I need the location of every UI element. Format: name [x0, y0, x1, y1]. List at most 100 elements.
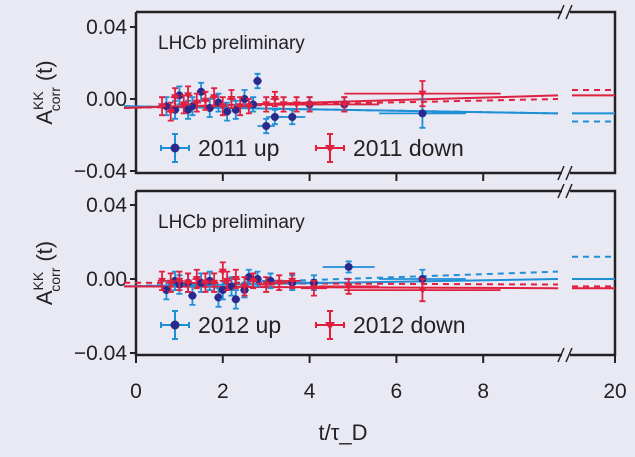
marker-circle	[188, 291, 197, 300]
marker-triangle	[236, 103, 245, 111]
data-point	[170, 87, 180, 108]
marker-triangle	[218, 103, 227, 111]
marker-triangle	[175, 277, 184, 285]
data-point	[244, 98, 254, 115]
marker-triangle	[158, 277, 167, 285]
data-point	[253, 72, 262, 90]
marker-triangle	[249, 277, 258, 285]
legend-marker-triangle	[325, 145, 335, 153]
y-tick-label: −0.04	[74, 342, 127, 365]
data-point	[188, 285, 197, 306]
marker-triangle	[201, 97, 210, 105]
marker-circle	[253, 77, 262, 85]
panel-2: 0.04 0.00 −0.040 2 4 6 8 20 LHCb preliminary 2012…	[30, 183, 627, 403]
annotation-text: LHCb preliminary	[158, 33, 305, 54]
axis-break-mark	[557, 347, 573, 363]
y-tick-label: 0.00	[86, 268, 127, 291]
marker-circle	[344, 262, 353, 271]
data-point	[322, 260, 375, 274]
marker-triangle	[227, 96, 236, 103]
legend-marker-circle	[170, 143, 180, 153]
marker-triangle	[288, 277, 297, 285]
legend-item: 2011 up	[160, 133, 279, 163]
data-point	[218, 261, 228, 282]
data-point	[231, 268, 241, 290]
data-point	[183, 272, 193, 293]
marker-triangle	[309, 285, 318, 293]
marker-circle	[205, 104, 214, 112]
data-point	[157, 96, 167, 117]
marker-circle	[270, 113, 279, 121]
marker-triangle	[344, 283, 353, 291]
data-point	[209, 272, 219, 293]
data-point	[309, 96, 380, 113]
y-axis-label: AKKcorr(t)	[30, 241, 63, 305]
panel-1: 0.04 0.00 −0.04 LHCb preliminary 2011 up 2011…	[30, 4, 617, 183]
axis-break-mark	[557, 165, 573, 181]
legend-label: 2012 down	[353, 312, 466, 338]
marker-triangle	[166, 279, 175, 287]
marker-triangle	[210, 279, 219, 287]
marker-circle	[218, 286, 227, 295]
legend-marker-circle	[170, 320, 180, 330]
data-point	[209, 87, 219, 108]
axis-break-mark	[557, 4, 573, 20]
y-tick-label: 0.00	[86, 88, 127, 111]
data-point	[344, 80, 501, 108]
data-point	[300, 279, 327, 297]
marker-triangle	[166, 108, 175, 116]
marker-circle	[223, 107, 232, 116]
data-point	[218, 96, 228, 117]
data-point	[270, 274, 288, 291]
marker-triangle	[418, 287, 427, 295]
marker-triangle	[201, 279, 210, 287]
legend-item: 2011 down	[315, 133, 464, 163]
x-tick-label: 2	[217, 380, 229, 403]
marker-triangle	[270, 96, 279, 103]
marker-triangle	[184, 92, 193, 100]
data-point	[318, 278, 380, 295]
x-tick-label: 4	[304, 380, 316, 403]
data-point	[179, 94, 189, 115]
data-point	[183, 85, 193, 106]
legend-marker-triangle	[325, 322, 335, 330]
y-axis-label: AKKcorr(t)	[30, 60, 63, 124]
legend-item: 2012 up	[160, 310, 281, 340]
x-tick-label: 8	[477, 380, 489, 403]
marker-triangle	[210, 94, 219, 102]
data-point	[257, 276, 275, 293]
data-point	[222, 270, 232, 291]
marker-triangle	[262, 101, 271, 109]
x-axis-label: t/τ_D	[318, 420, 367, 445]
legend-label: 2011 down	[353, 135, 464, 161]
data-point	[218, 279, 228, 301]
data-point	[344, 278, 501, 303]
data-point	[248, 272, 258, 290]
data-point	[257, 117, 275, 135]
data-point	[222, 101, 232, 122]
marker-triangle	[192, 276, 201, 283]
data-point	[261, 96, 271, 113]
marker-triangle	[231, 276, 240, 283]
marker-circle	[227, 282, 236, 291]
marker-triangle	[171, 94, 180, 102]
y-tick-label: 0.04	[86, 194, 127, 217]
plot-frame	[134, 10, 617, 175]
marker-triangle	[223, 277, 232, 285]
data-point	[379, 98, 466, 129]
legend-label: 2011 up	[198, 135, 279, 161]
legend-item: 2012 down	[315, 310, 466, 340]
marker-circle	[418, 109, 427, 118]
series-2012-down	[157, 261, 501, 303]
x-tick-label: 20	[603, 380, 626, 403]
axis-break-mark	[557, 183, 573, 199]
marker-triangle	[240, 283, 249, 291]
data-point	[231, 289, 241, 310]
marker-triangle	[192, 99, 201, 107]
x-tick-label: 6	[391, 380, 403, 403]
data-point	[157, 270, 167, 291]
y-tick-label: −0.04	[74, 160, 127, 183]
marker-circle	[288, 113, 297, 121]
data-point	[201, 272, 210, 293]
annotation-text: LHCb preliminary	[158, 212, 305, 233]
